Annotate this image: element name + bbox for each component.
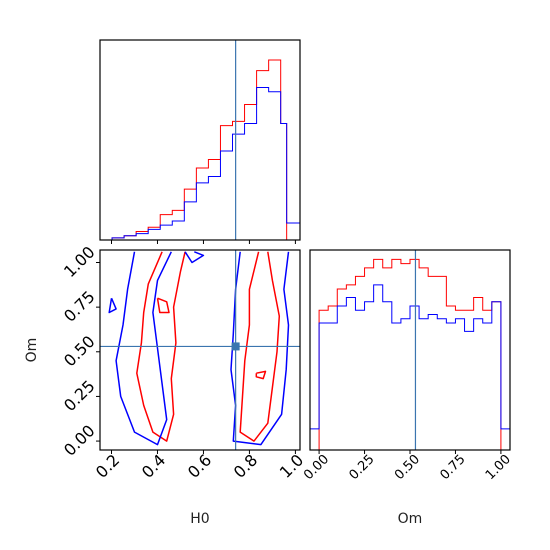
om-xlabel: Om	[398, 511, 423, 527]
joint-xtick-label-1: 0.4	[138, 450, 169, 481]
joint-xtick-label-0: 0.2	[92, 450, 123, 481]
joint-contour-0-1	[239, 251, 281, 442]
h0-series-0	[100, 59, 300, 240]
om-panel-frame	[309, 249, 511, 451]
om-xtick-label-0: 0.00	[301, 452, 332, 483]
joint-xtick-label-3: 0.8	[230, 450, 261, 481]
joint-contour-1-2	[108, 297, 117, 314]
joint-ytick-label-1: 0.25	[60, 376, 99, 415]
joint-xtick-label-4: 1.0	[276, 450, 307, 481]
h0-series-1	[100, 87, 300, 240]
om-xtick-label-1: 0.25	[347, 452, 378, 483]
om-xtick-label-2: 0.50	[392, 452, 423, 483]
joint-ytick-label-4: 1.00	[60, 242, 99, 281]
joint-xtick-label-2: 0.6	[184, 450, 215, 481]
om-hist-group	[310, 250, 510, 450]
joint-ytick-label-3: 0.75	[60, 287, 99, 326]
joint-ytick-label-2: 0.50	[60, 332, 99, 371]
joint-contour-1-3	[184, 251, 205, 264]
om-xtick-label-3: 0.75	[437, 452, 468, 483]
h0-panel-frame	[99, 39, 301, 241]
om-series-1	[310, 284, 510, 450]
joint-panel-frame	[99, 249, 301, 451]
joint-ylabel: Om	[24, 338, 40, 363]
joint-contour-1-1	[230, 251, 290, 446]
om-xtick-label-4: 1.00	[483, 452, 514, 483]
joint-contour-0-3	[255, 370, 267, 380]
joint-xlabel: H0	[190, 511, 209, 527]
joint-contour-0-2	[156, 297, 170, 314]
om-series-0	[310, 258, 510, 450]
joint-contour-1-0	[115, 251, 172, 446]
joint-ytick-label-0: 0.00	[60, 421, 99, 460]
joint-group	[100, 250, 300, 450]
h0-hist-group	[100, 40, 300, 240]
joint-truth-marker	[231, 342, 240, 351]
